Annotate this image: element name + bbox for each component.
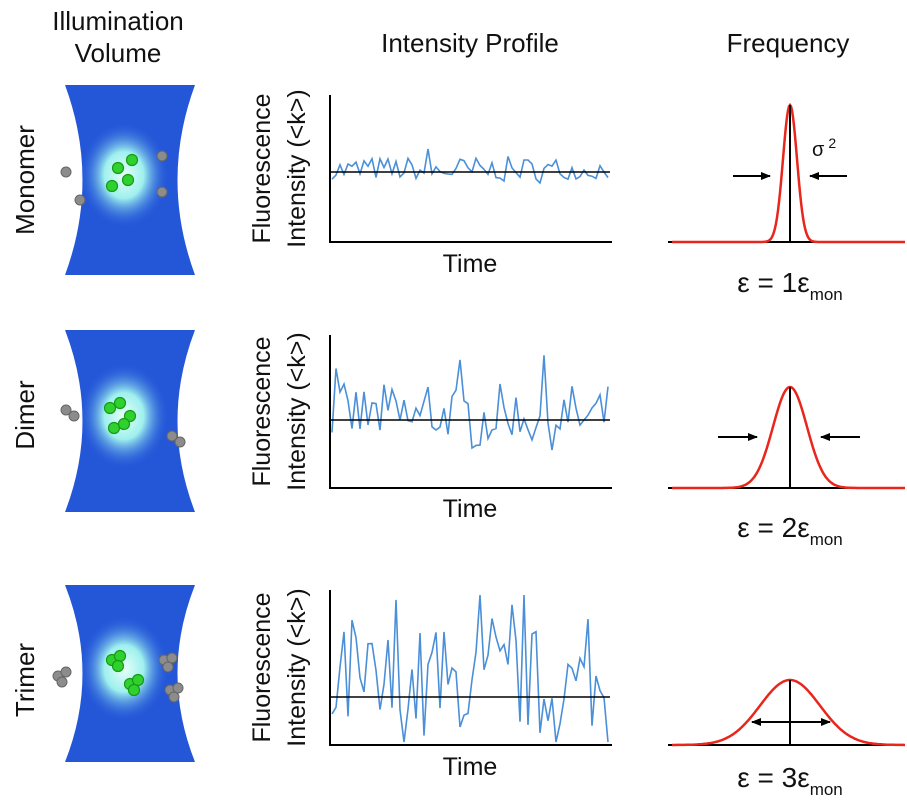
distribution [672,385,905,490]
header-frequency: Frequency [727,28,850,58]
row-label: Monomer [10,125,40,235]
fluorophore [111,161,125,175]
fluorophore [113,396,127,410]
y-axis-label: Intensity (<k>) [283,588,311,746]
fluorophore [123,409,137,423]
y-axis-label: Fluorescence [248,592,276,742]
fluorophore [131,673,145,687]
fluorophore [105,179,119,193]
dark-molecule [166,652,178,664]
epsilon-sub: mon [810,530,843,549]
fluorophore [127,683,141,697]
intensity-trace [331,355,609,451]
fluorophore [107,421,121,435]
variance-sup: 2 [828,135,836,151]
dark-molecule [60,666,72,678]
y-axis-label: Fluorescence [248,93,276,243]
epsilon-main: ε = 3ε [737,762,809,793]
header-illumination: Illumination [52,6,184,36]
intensity-trace [331,594,609,743]
dark-molecule [162,661,174,673]
epsilon-sub: mon [810,780,843,799]
fluorophore [117,417,131,431]
y-axis-label: Intensity (<k>) [283,332,311,490]
x-axis-label: Time [443,495,498,523]
x-axis-label: Time [443,250,498,278]
fluorophore [103,401,117,415]
epsilon-label: ε = 1εmon [737,267,843,304]
focal-glow [80,616,168,721]
y-axis-label: Intensity (<k>) [283,89,311,247]
row-label: Trimer [10,643,40,717]
dark-molecule [168,691,180,703]
variance-symbol: σ [812,139,825,161]
fluorophore [113,649,127,663]
axes [329,335,612,489]
fluorophore [121,173,135,187]
fluorophore [125,153,139,167]
dark-molecule [60,404,72,416]
axes [329,590,612,746]
dark-molecule [68,410,80,422]
header-intensity: Intensity Profile [381,28,559,58]
dark-molecule [156,150,168,162]
dark-molecule [166,430,178,442]
epsilon-main: ε = 2ε [737,512,809,543]
dark-molecule [60,166,72,178]
focal-glow [80,123,168,227]
x-axis-label: Time [443,753,498,781]
row-label: Dimer [10,380,40,450]
dark-molecule [174,436,186,448]
epsilon-sub: mon [810,285,843,304]
y-axis-label: Fluorescence [248,336,276,486]
epsilon-label: ε = 3εmon [737,762,843,799]
dark-molecule [172,682,184,694]
axes [329,95,612,243]
epsilon-main: ε = 1ε [737,267,809,298]
distribution [672,102,905,244]
intensity-trace [331,148,609,185]
epsilon-label: ε = 2εmon [737,512,843,549]
fluorophore [111,659,125,673]
dark-molecule [74,194,86,206]
dark-molecule [156,186,168,198]
header-illumination: Volume [75,38,162,68]
dark-molecule [56,676,68,688]
distribution [672,678,905,747]
